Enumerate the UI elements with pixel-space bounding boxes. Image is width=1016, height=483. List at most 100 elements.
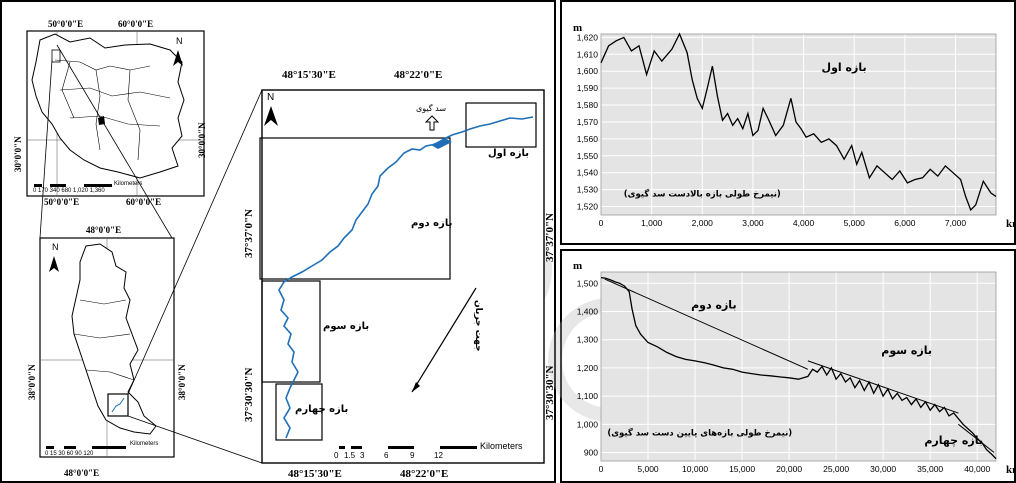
detail-scale-0: 0 [334,451,339,460]
x-tick-label: 40,000 [964,464,990,474]
x-axis-label: km [1006,464,1016,476]
bottom-profile-chart: 900 1,000 1,100 1,200 1,300 1,400 1,500 0 5,000 1… [573,260,1016,476]
x-tick-label: 20,000 [776,464,802,474]
reach-4-box [275,383,323,441]
reach-2-box [259,137,451,280]
reach-2-label: بازه دوم [411,218,453,229]
reach-4-label: بازه چهارم [295,404,349,415]
detail-scale-unit: Kilometers [480,441,523,451]
basin-bottom-lon: 48°0'0"E [64,468,100,478]
reach-3-chart-label: بازه سوم [881,344,932,357]
detail-bottom-lon-2: 48°22'0"E [400,468,449,480]
basin-scale-numbers: 0 15 30 60 90 120 [45,451,94,457]
connector-lines [39,44,263,464]
iran-right-lat: 30°0'0"N [197,122,207,158]
iran-north-arrow-icon [173,50,183,66]
y-axis-label: m [573,260,582,272]
detail-scale-1: 1.5 [344,451,356,460]
x-tick-label: 0 [599,464,604,474]
reach-1-label: بازه اول [488,148,529,159]
basin-scale-unit: Kilometers [130,441,159,447]
x-tick-label: 7,000 [945,218,967,228]
y-tick-label: 1,200 [577,363,599,373]
flow-direction-label: جهت جریان [473,300,483,352]
y-tick-label: 1,530 [577,185,599,195]
reach-3-label: بازه سوم [323,321,370,332]
bottom-chart-frame [560,249,1016,483]
x-tick-label: 6,000 [894,218,916,228]
bottom-chart-caption: (نیمرخ طولی بازه‌های پایین دست سد گیوی) [607,428,792,439]
flow-arrow-head-icon [412,382,420,392]
y-tick-label: 1,610 [577,49,599,59]
plot-border [600,33,997,216]
y-tick-label: 1,520 [577,202,599,212]
basin-study-box [107,393,129,417]
x-axis-label: km [1006,218,1016,230]
y-tick-label: 1,000 [577,419,599,429]
top-chart-caption: (نیمرخ طولی بازه بالادست سد گیوی) [624,188,781,199]
iran-scale-unit: Kilometers [114,181,143,187]
y-axis-label: m [573,22,582,34]
left-panel-frame [0,0,556,483]
y-tick-label: 1,300 [577,335,599,345]
profile-line [600,32,997,212]
y-tick-label: 1,580 [577,100,599,110]
plot-border [600,271,997,462]
detail-bottom-lon-1: 48°15'30"E [288,468,342,480]
reach-4-trend-line [958,423,995,453]
river-path [278,116,534,439]
detail-left-lat-2: 37°30'30"N [243,367,255,422]
detail-north-arrow-icon [264,106,278,126]
x-tick-label: 0 [599,218,604,228]
x-tick-label: 15,000 [729,464,755,474]
x-tick-label: 35,000 [917,464,943,474]
iran-top-lon-2: 60°0'0"E [118,19,154,29]
detail-right-lat-2: 37°30'30"N [544,365,556,420]
y-tick-label: 1,540 [577,168,599,178]
y-tick-label: 1,400 [577,306,599,316]
y-tick-label: 1,620 [577,32,599,42]
reach-2-trend-line [604,278,809,370]
y-tick-label: 1,560 [577,134,599,144]
detail-scale-4: 9 [410,451,415,460]
detail-scale-3: 6 [384,451,389,460]
iran-north-label: N [176,36,183,46]
x-tick-label: 10,000 [682,464,708,474]
y-tick-label: 1,550 [577,151,599,161]
x-tick-label: 4,000 [793,218,815,228]
basin-right-lat: 38°0'0"N [177,364,187,400]
reach-1-box [465,102,537,148]
basin-left-lat: 38°0'0"N [27,364,37,400]
x-tick-label: 5,000 [637,464,659,474]
detail-top-lon-2: 48°22'0"E [394,69,443,81]
detail-top-lon-1: 48°15'30"E [282,69,336,81]
top-profile-chart: 1,520 1,530 1,540 1,550 1,560 1,570 1,580 1,590… [573,22,1016,230]
x-tick-label: 2,000 [692,218,714,228]
detail-map: N [259,89,545,464]
iran-top-lon-1: 50°0'0"E [48,19,84,29]
x-tick-label: 3,000 [742,218,764,228]
detail-scale-2: 3 [360,451,365,460]
y-tick-label: 1,600 [577,66,599,76]
detail-left-lat-1: 37°37'0"N [243,208,255,258]
reach-3-box [261,280,321,383]
y-tick-label: 1,100 [577,391,599,401]
dam-arrow-icon [424,115,440,131]
detail-right-lat-1: 37°37'0"N [544,212,556,262]
flow-direction-arrow [411,287,477,393]
y-tick-label: 1,590 [577,83,599,93]
top-chart-frame [560,0,1016,245]
y-tick-label: 1,570 [577,117,599,127]
basin-outline [71,243,157,435]
y-tick-label: 1,500 [577,278,599,288]
iran-bottom-lon-1: 50°0'0"E [44,197,80,207]
detail-north-label: N [267,92,274,103]
detail-scale-5: 12 [434,451,443,460]
basin-top-lon: 48°0'0"E [86,225,122,235]
dam-label: سد گیوی [416,104,447,113]
basin-map: N [39,237,175,458]
reach-2-chart-label: بازه دوم [691,299,736,312]
reach-3-trend-line [807,360,959,414]
